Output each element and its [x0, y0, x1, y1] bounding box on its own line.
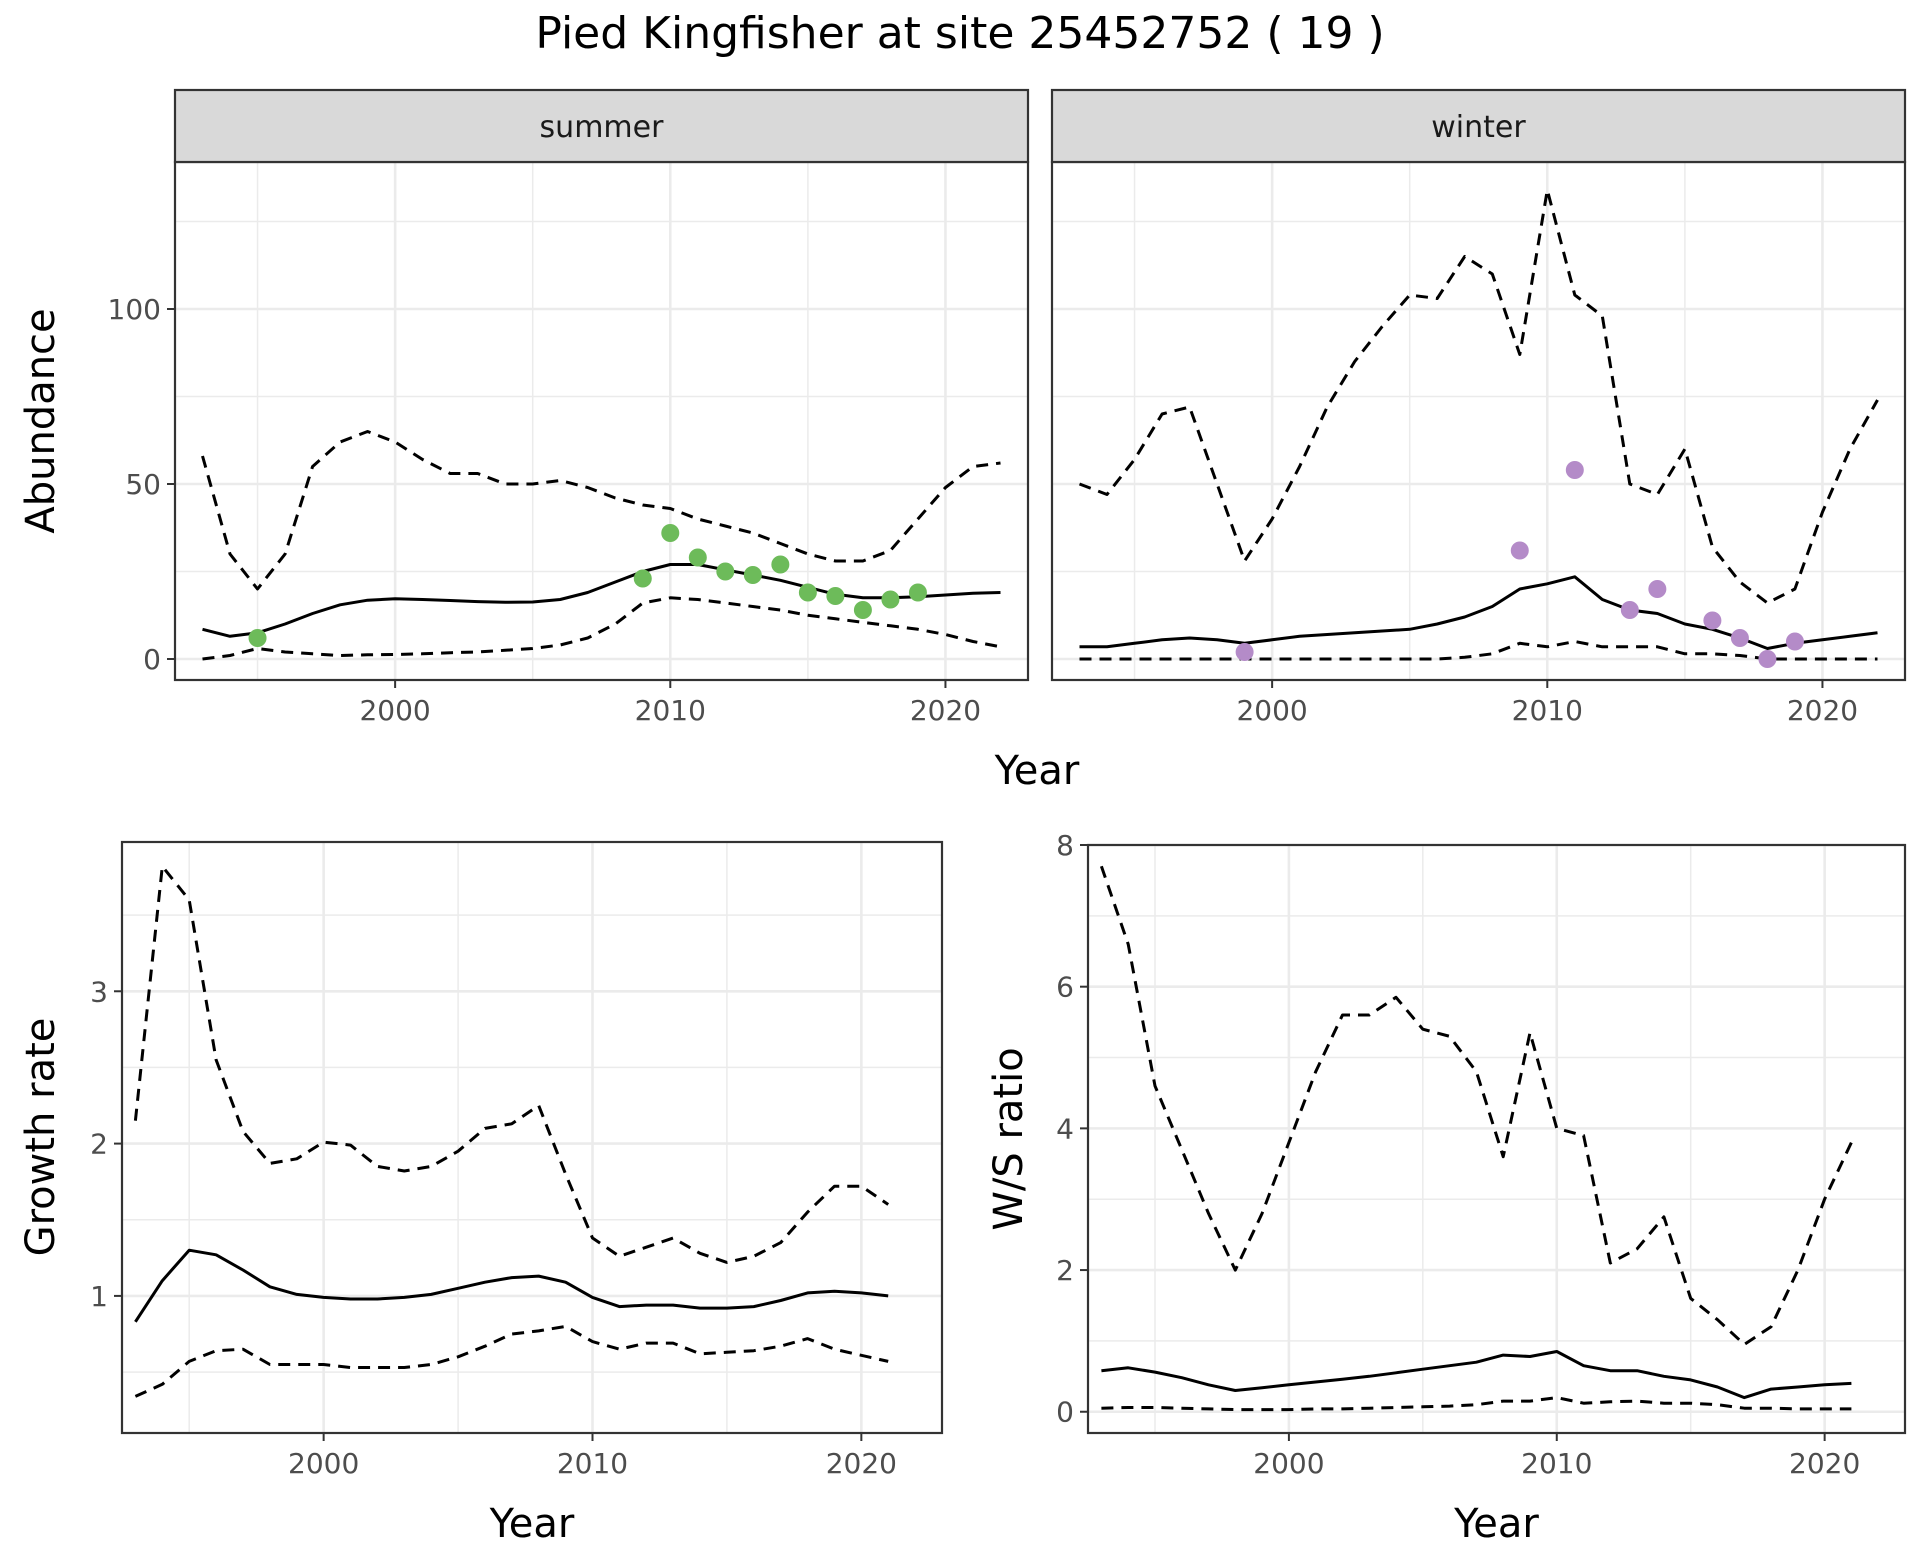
- strip-background: [1050, 88, 1907, 164]
- data-point: [1758, 650, 1777, 668]
- x-tick-label: 2000: [288, 1447, 359, 1480]
- data-point: [688, 548, 707, 567]
- y-tick-label: 50: [125, 468, 161, 501]
- data-point: [1565, 461, 1584, 479]
- chart-title: Pied Kingfisher at site 25452752 ( 19 ): [535, 8, 1384, 59]
- data-point: [908, 583, 927, 602]
- data-point: [853, 601, 872, 619]
- data-point: [743, 566, 762, 584]
- y-tick-label: 1: [90, 1280, 108, 1313]
- series-line-estimate: [134, 1248, 889, 1323]
- series-line-upper: [133, 864, 890, 1264]
- y-tick-label: 2: [1056, 1254, 1074, 1287]
- series-line-lower: [1101, 1396, 1852, 1412]
- y-tick-label: 0: [1056, 1396, 1074, 1429]
- x-tick-label: 2000: [1253, 1447, 1324, 1480]
- y-tick-label: 0: [143, 643, 161, 676]
- series-line-estimate: [202, 563, 1001, 638]
- data-point: [1648, 580, 1667, 598]
- x-tick-label: 2010: [1521, 1447, 1592, 1480]
- y-axis-title: Growth rate: [18, 1018, 64, 1257]
- data-point: [716, 562, 735, 581]
- y-tick-label: 8: [1056, 829, 1074, 862]
- data-point: [798, 583, 817, 602]
- strip-label: winter: [1431, 110, 1526, 145]
- y-axis-title: W/S ratio: [986, 1047, 1032, 1230]
- y-tick-label: 100: [108, 293, 161, 326]
- series-line-lower: [202, 596, 1001, 661]
- data-point: [1730, 629, 1749, 647]
- y-axis-title: Abundance: [18, 308, 64, 533]
- x-tick-label: 2020: [1787, 694, 1858, 727]
- y-tick-label: 3: [90, 975, 108, 1008]
- series-line-estimate: [1101, 1350, 1852, 1400]
- data-point: [826, 587, 845, 605]
- growth-rate-panel: 2000 2010 2020 1 2 3 Year Growth rate: [18, 840, 944, 1547]
- panel-border: [173, 160, 1030, 682]
- data-point: [1235, 643, 1254, 661]
- data-point: [1510, 541, 1529, 560]
- x-tick-label: 2020: [1789, 1447, 1860, 1480]
- strip-label: summer: [540, 110, 665, 145]
- data-point: [1703, 611, 1722, 630]
- data-point: [881, 590, 900, 609]
- winter-panel: winter 2000 2010 2020: [1050, 88, 1907, 727]
- top-x-axis-title: Year: [994, 748, 1080, 794]
- series-line-estimate: [1079, 575, 1878, 650]
- panel-border: [1086, 843, 1907, 1435]
- y-tick-label: 4: [1056, 1112, 1074, 1145]
- x-tick-label: 2010: [635, 694, 706, 727]
- strip-background: [173, 88, 1030, 164]
- x-tick-label: 2010: [1512, 694, 1583, 727]
- data-point: [661, 524, 680, 542]
- x-tick-label: 2010: [557, 1447, 628, 1480]
- data-point: [1620, 601, 1639, 619]
- panel-border: [120, 840, 944, 1435]
- series-line-lower: [1079, 640, 1878, 661]
- x-tick-label: 2000: [1236, 694, 1307, 727]
- x-axis-title: Year: [1453, 1501, 1539, 1547]
- x-tick-label: 2020: [910, 694, 981, 727]
- x-axis-title: Year: [489, 1501, 575, 1547]
- data-point: [248, 629, 267, 647]
- y-tick-label: 6: [1056, 971, 1074, 1004]
- x-tick-label: 2000: [359, 694, 430, 727]
- panel-border: [1050, 160, 1907, 682]
- data-point: [633, 569, 652, 588]
- series-line-upper: [201, 430, 1001, 591]
- y-tick-label: 2: [90, 1128, 108, 1161]
- data-point: [771, 555, 790, 574]
- summer-panel: summer 2000 2010 2020 0 50 100 Abundance: [18, 88, 1030, 727]
- ws-ratio-panel: 2000 2010 2020 0 2 4 6 8 Year W/S ratio: [986, 829, 1907, 1547]
- x-tick-label: 2020: [826, 1447, 897, 1480]
- series-line-upper: [1078, 188, 1879, 605]
- data-point: [1785, 632, 1804, 651]
- series-line-lower: [134, 1324, 889, 1398]
- series-line-upper: [1099, 865, 1853, 1346]
